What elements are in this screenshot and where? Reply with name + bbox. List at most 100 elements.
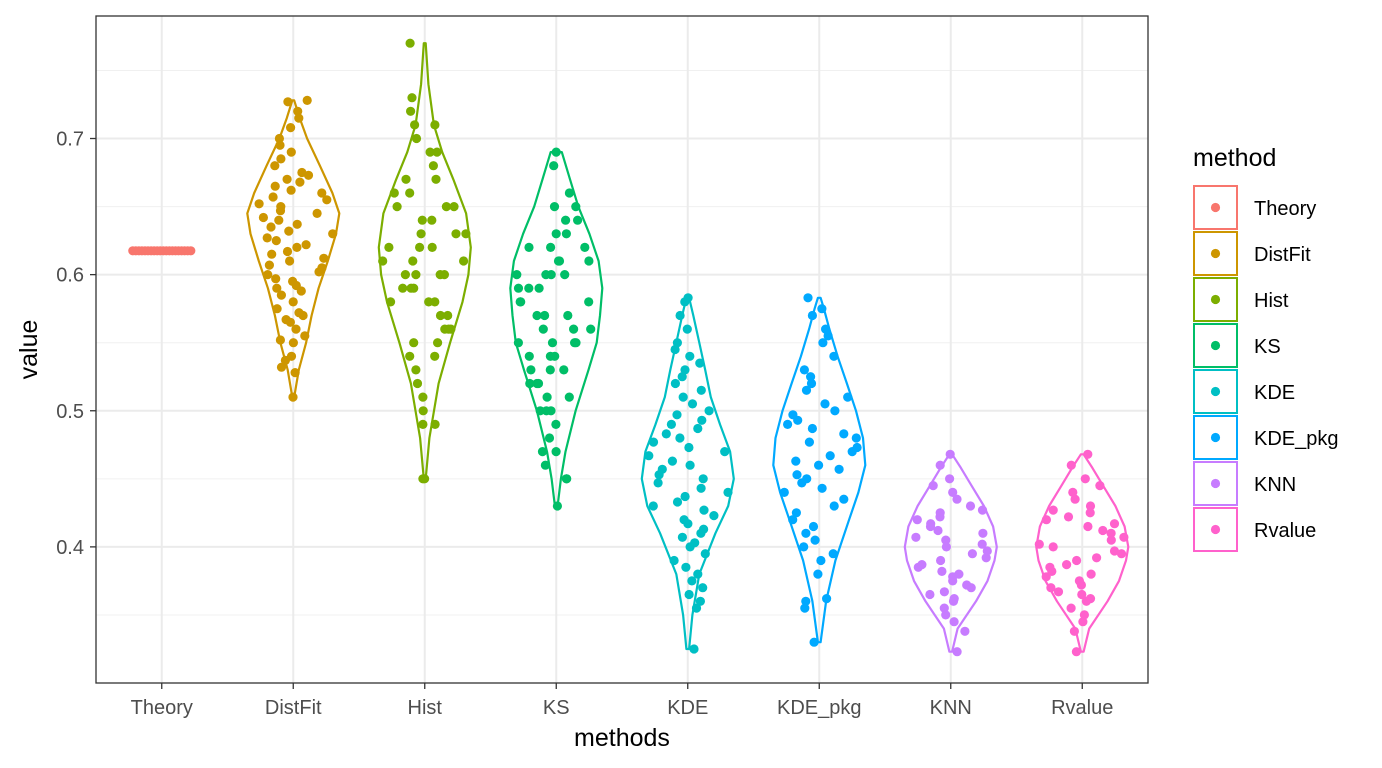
data-point-kde [693, 569, 703, 579]
data-point-distfit [266, 222, 276, 232]
data-point-ks [561, 229, 572, 239]
data-point-distfit [292, 219, 302, 229]
data-point-ks [540, 460, 551, 470]
data-point-knn [977, 505, 988, 515]
data-point-kde-pkg [818, 338, 828, 348]
data-point-rvalue [1072, 555, 1082, 566]
data-point-kde-pkg [839, 494, 849, 504]
data-point-kde-pkg [830, 406, 840, 416]
data-point-knn [912, 515, 922, 525]
data-point-kde [677, 532, 688, 542]
data-point-kde [672, 410, 682, 420]
data-point-hist [398, 283, 408, 293]
legend-label-theory: Theory [1254, 198, 1316, 220]
data-point-hist [411, 365, 421, 375]
data-point-hist [430, 351, 440, 361]
data-point-rvalue [1063, 512, 1074, 522]
data-point-kde [697, 415, 707, 425]
data-point-hist [427, 242, 437, 252]
plot-panel-border [95, 15, 1149, 684]
legend-swatch-theory [1210, 202, 1221, 213]
data-point-rvalue [1045, 562, 1055, 572]
data-point-kde [648, 437, 659, 447]
data-point-distfit [312, 208, 322, 218]
data-point-kde-pkg [834, 464, 844, 474]
data-point-distfit [294, 113, 304, 123]
violin-distfit [246, 99, 341, 399]
data-point-hist [428, 161, 438, 171]
data-point-distfit [270, 181, 280, 191]
data-point-ks [524, 242, 534, 252]
axis-layer: 0.4 0.5 0.6 0.7 Theory DistFit Hist KS KDE KDE_pk… [56, 129, 1113, 719]
data-point-kde [704, 406, 714, 416]
data-point-kde [685, 351, 695, 361]
data-point-rvalue [1086, 569, 1096, 579]
legend-label-kde-pkg: KDE_pkg [1254, 428, 1339, 450]
data-point-kde [699, 505, 709, 515]
data-point-kde-pkg [779, 487, 789, 497]
data-point-kde [672, 497, 683, 507]
data-point-kde [695, 596, 706, 606]
data-point-kde-pkg [792, 470, 802, 480]
legend-swatch-hist [1210, 294, 1221, 305]
data-point-kde-pkg [851, 433, 861, 443]
data-point-hist [415, 242, 425, 252]
data-point-kde-pkg [820, 399, 830, 409]
data-point-distfit [274, 215, 284, 225]
data-point-kde-pkg [800, 603, 810, 613]
data-point-kde-pkg [801, 385, 812, 395]
data-point-distfit [276, 202, 286, 212]
data-point-ks [546, 242, 556, 252]
data-point-knn [949, 617, 959, 627]
data-point-kde [669, 555, 679, 566]
data-point-hist [420, 474, 430, 484]
data-point-distfit [302, 95, 312, 105]
data-point-kde [672, 338, 683, 348]
data-point-rvalue [1085, 501, 1096, 511]
data-point-hist [411, 133, 422, 144]
legend-swatch-rvalue [1210, 524, 1221, 535]
data-point-distfit [301, 240, 311, 250]
data-point-distfit [295, 177, 305, 187]
data-point-kde-pkg [810, 535, 820, 545]
legend-swatch-kde-pkg [1210, 432, 1221, 443]
data-point-kde [696, 385, 706, 395]
data-point-distfit [286, 123, 296, 133]
data-point-rvalue [1109, 519, 1120, 529]
data-point-ks [541, 406, 552, 416]
data-point-kde [644, 451, 654, 461]
data-point-kde-pkg [817, 483, 827, 493]
data-point-ks [569, 324, 579, 334]
data-point-distfit [275, 140, 285, 150]
data-point-ks [533, 378, 544, 389]
data-point-rvalue [1046, 583, 1056, 593]
x-axis-title: methods [574, 724, 670, 752]
data-point-distfit [276, 290, 286, 300]
data-point-distfit [272, 283, 282, 293]
data-point-rvalue [1083, 449, 1093, 459]
data-point-rvalue [1071, 647, 1081, 657]
data-point-rvalue [1069, 626, 1079, 636]
data-point-knn [935, 508, 945, 518]
data-point-kde [709, 510, 719, 521]
data-point-kde-pkg [804, 437, 815, 447]
data-point-kde-pkg [791, 508, 802, 518]
data-point-rvalue [1106, 528, 1116, 538]
data-point-rvalue [1048, 505, 1058, 515]
data-point-rvalue [1066, 460, 1076, 470]
data-point-distfit [286, 185, 296, 195]
x-tick-label: KDE_pkg [777, 697, 862, 719]
data-point-hist [418, 392, 428, 402]
data-point-knn [978, 528, 988, 538]
data-point-ks [538, 324, 548, 334]
data-point-distfit [283, 97, 293, 107]
data-point-rvalue [1119, 532, 1129, 542]
data-point-hist [425, 147, 435, 157]
data-point-kde-pkg [813, 569, 823, 579]
y-tick-label: 0.5 [56, 401, 84, 423]
data-point-hist [405, 351, 415, 361]
data-point-knn [965, 501, 976, 511]
data-point-hist [384, 242, 394, 252]
data-point-hist [433, 338, 443, 348]
data-point-knn [933, 525, 943, 536]
